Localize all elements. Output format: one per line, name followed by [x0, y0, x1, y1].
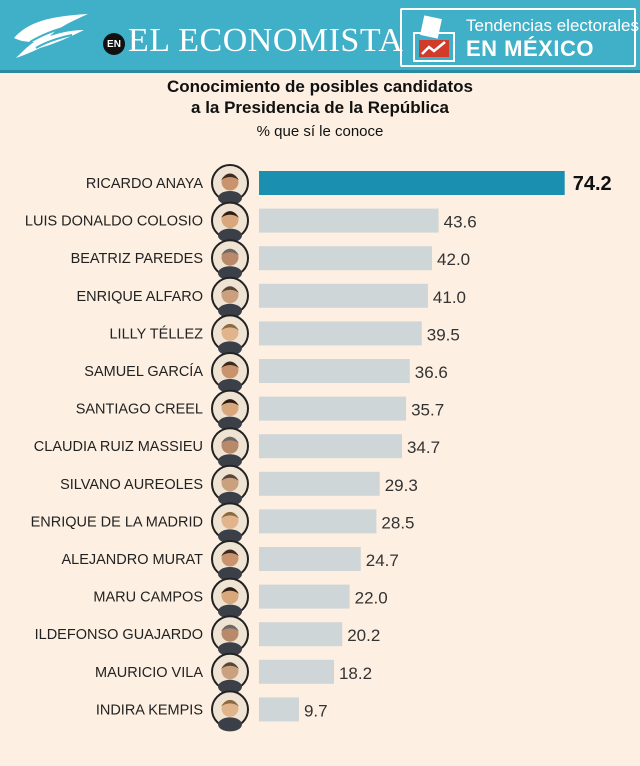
bar	[259, 171, 565, 195]
value-label: 74.2	[573, 173, 612, 195]
candidate-avatar	[211, 690, 249, 732]
candidate-avatar	[211, 164, 249, 205]
brand-name: EL ECONOMISTA	[128, 22, 404, 59]
value-label: 39.5	[427, 325, 460, 344]
candidate-avatar	[211, 615, 249, 657]
header-banner: EN EL ECONOMISTA Tendencias electorales …	[0, 0, 640, 73]
category-label: ILDEFONSO GUAJARDO	[35, 627, 203, 643]
candidate-avatar	[211, 389, 249, 431]
chart-title-line2: a la Presidencia de la República	[191, 98, 449, 117]
value-label: 35.7	[411, 401, 444, 420]
bar	[259, 471, 380, 496]
value-label: 29.3	[385, 476, 418, 495]
candidate-avatar	[211, 276, 249, 318]
value-label: 34.7	[407, 438, 440, 457]
category-label: SANTIAGO CREEL	[76, 402, 203, 418]
chart-subtitle: % que sí le conoce	[256, 123, 384, 140]
value-label: 36.6	[415, 363, 448, 382]
value-label: 9.7	[304, 701, 328, 720]
chart-title: Conocimiento de posibles candidatos a la…	[0, 76, 640, 118]
bar-chart: RICARDO ANAYA 74.2 LUIS DONALDO COLOSIO 43.…	[25, 164, 612, 732]
category-label: LILLY TÉLLEZ	[109, 325, 203, 342]
candidate-avatar	[211, 352, 249, 393]
candidate-avatar	[211, 201, 249, 243]
category-label: ENRIQUE ALFARO	[76, 289, 203, 305]
candidate-avatar	[211, 577, 249, 619]
candidate-avatar	[211, 652, 249, 694]
section-box: Tendencias electorales EN MÉXICO	[400, 8, 639, 67]
section-title-line2: EN MÉXICO	[466, 36, 594, 61]
bird-logo-icon	[14, 14, 88, 58]
ballot-box-icon	[413, 15, 455, 62]
value-label: 43.6	[444, 213, 477, 232]
value-label: 22.0	[355, 589, 388, 608]
section-title-line1: Tendencias electorales	[466, 16, 639, 35]
candidate-avatar	[211, 427, 249, 469]
bar	[259, 659, 334, 684]
bar	[259, 547, 361, 571]
candidate-avatar	[211, 314, 249, 356]
candidate-avatar	[211, 502, 249, 544]
category-label: ENRIQUE DE LA MADRID	[31, 514, 203, 530]
candidate-avatar	[211, 464, 249, 506]
candidate-avatar	[211, 239, 249, 281]
chart-title-line1: Conocimiento de posibles candidatos	[166, 77, 474, 96]
category-label: ALEJANDRO MURAT	[61, 552, 203, 568]
bar	[259, 246, 433, 271]
category-label: SAMUEL GARCÍA	[84, 363, 203, 380]
bar	[259, 283, 428, 308]
bar	[259, 697, 299, 722]
bar	[259, 434, 402, 459]
value-label: 24.7	[366, 551, 399, 570]
category-label: MAURICIO VILA	[95, 665, 203, 681]
bar	[259, 359, 410, 383]
category-label: INDIRA KEMPIS	[96, 702, 203, 718]
category-label: RICARDO ANAYA	[86, 176, 203, 192]
category-label: CLAUDIA RUIZ MASSIEU	[34, 439, 203, 455]
bar	[259, 396, 407, 421]
bar	[259, 509, 377, 534]
value-label: 20.2	[347, 626, 380, 645]
category-label: MARU CAMPOS	[93, 590, 203, 606]
category-label: LUIS DONALDO COLOSIO	[25, 214, 203, 230]
category-label: SILVANO AUREOLES	[60, 477, 203, 493]
bar	[259, 321, 422, 346]
value-label: 41.0	[433, 288, 466, 307]
value-label: 42.0	[437, 250, 470, 269]
value-label: 28.5	[381, 513, 414, 532]
category-label: BEATRIZ PAREDES	[71, 251, 203, 267]
bar	[259, 622, 343, 647]
bar	[259, 208, 439, 233]
bar	[259, 584, 350, 609]
en-badge: EN	[103, 33, 125, 55]
value-label: 18.2	[339, 664, 372, 683]
candidate-avatar	[211, 540, 249, 581]
